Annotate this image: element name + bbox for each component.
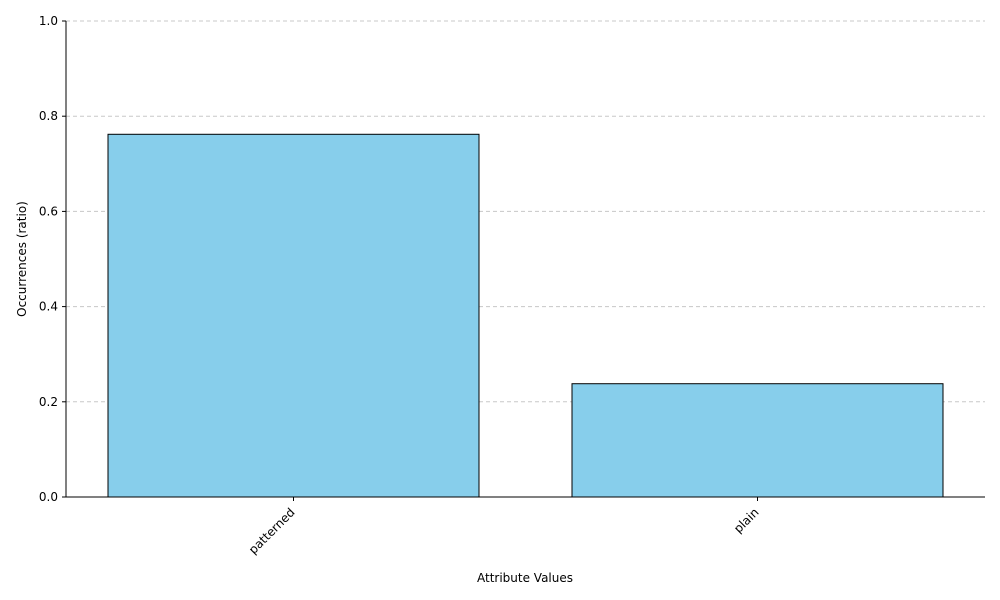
y-tick-label: 0.8: [39, 109, 58, 123]
y-tick-label: 0.6: [39, 204, 58, 218]
bar-plain: [571, 383, 944, 498]
x-tick-label: plain: [731, 505, 762, 536]
bars-layer: [107, 133, 944, 498]
axes-layer: [65, 21, 985, 498]
y-ticks: 0.0 0.2 0.4 0.6 0.8 1.0: [39, 14, 66, 504]
y-tick-label: 0.0: [39, 490, 58, 504]
bar-patterned: [107, 133, 480, 498]
y-axis-label: Occurrences (ratio): [15, 201, 29, 317]
x-ticks: patterned plain: [246, 497, 762, 557]
y-tick-label: 0.2: [39, 395, 58, 409]
x-tick-label: patterned: [246, 505, 298, 557]
y-tick-label: 1.0: [39, 14, 58, 28]
x-axis-label: Attribute Values: [477, 571, 573, 585]
y-tick-label: 0.4: [39, 300, 58, 314]
